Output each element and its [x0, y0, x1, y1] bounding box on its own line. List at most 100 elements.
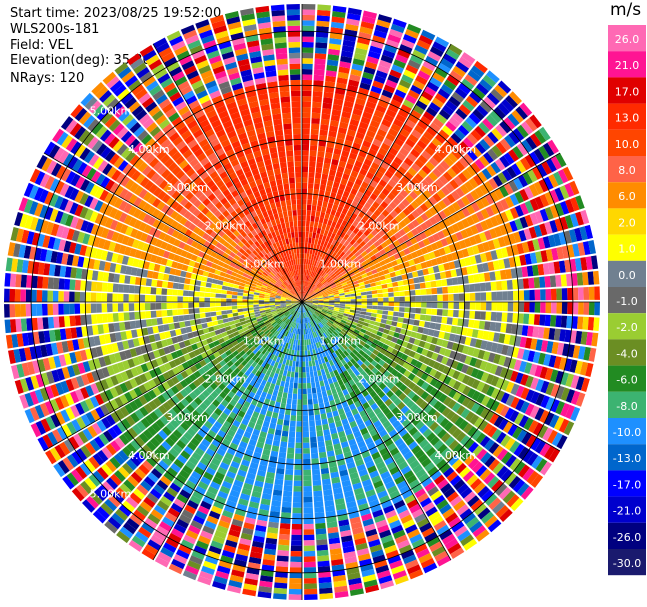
velocity-gate: [355, 272, 362, 278]
velocity-gate: [529, 133, 542, 147]
velocity-gate: [345, 162, 354, 171]
velocity-gate: [350, 274, 357, 280]
velocity-gate: [188, 314, 195, 320]
velocity-gate: [279, 408, 286, 415]
velocity-gate: [414, 283, 421, 290]
velocity-gate: [326, 276, 332, 282]
velocity-gate: [278, 312, 284, 317]
velocity-gate: [329, 399, 336, 407]
velocity-gate: [269, 305, 276, 308]
velocity-gate: [253, 324, 260, 330]
velocity-gate: [223, 544, 237, 554]
velocity-gate: [238, 498, 249, 507]
velocity-gate: [333, 308, 340, 312]
velocity-gate: [56, 341, 64, 354]
velocity-gate: [307, 288, 312, 294]
velocity-gate: [257, 436, 266, 444]
velocity-gate: [16, 363, 25, 378]
velocity-gate: [326, 255, 332, 261]
velocity-gate: [140, 319, 147, 328]
velocity-gate: [560, 274, 568, 287]
velocity-gate: [400, 514, 413, 525]
velocity-gate: [438, 220, 447, 230]
velocity-gate: [294, 453, 302, 460]
velocity-gate: [516, 124, 529, 138]
velocity-gate: [298, 312, 301, 319]
velocity-gate: [582, 316, 589, 330]
velocity-gate: [204, 520, 217, 530]
velocity-gate: [188, 296, 194, 302]
velocity-gate: [539, 442, 551, 457]
velocity-gate: [92, 453, 105, 466]
velocity-gate: [320, 462, 329, 469]
velocity-gate: [483, 151, 494, 164]
velocity-gate: [452, 370, 461, 380]
velocity-gate: [249, 462, 259, 470]
velocity-gate: [438, 383, 448, 393]
velocity-gate: [484, 321, 491, 331]
velocity-gate: [207, 326, 215, 333]
velocity-gate: [329, 300, 335, 302]
velocity-gate: [300, 312, 302, 319]
velocity-gate: [482, 262, 490, 272]
velocity-gate: [303, 453, 311, 460]
velocity-gate: [125, 496, 139, 509]
velocity-gate: [253, 302, 259, 305]
velocity-gate: [21, 362, 30, 377]
velocity-gate: [480, 511, 495, 524]
velocity-gate: [310, 315, 314, 321]
velocity-gate: [344, 381, 351, 389]
velocity-gate: [365, 460, 375, 469]
velocity-gate: [292, 322, 296, 328]
velocity-gate: [315, 336, 320, 343]
velocity-gate: [372, 298, 378, 302]
velocity-gate: [226, 585, 242, 594]
velocity-gate: [304, 588, 318, 595]
velocity-gate: [443, 467, 455, 478]
velocity-gate: [216, 315, 223, 321]
velocity-gate: [481, 395, 491, 407]
velocity-gate: [302, 69, 313, 75]
velocity-gate: [153, 366, 162, 376]
velocity-gate: [35, 374, 45, 388]
velocity-gate: [331, 387, 337, 395]
velocity-gate: [283, 419, 290, 426]
velocity-gate: [147, 389, 157, 400]
velocity-gate: [464, 180, 474, 192]
velocity-gate: [307, 333, 310, 340]
velocity-gate: [353, 234, 360, 242]
velocity-gate: [507, 302, 514, 312]
velocity-gate: [317, 4, 331, 11]
velocity-gate: [529, 289, 535, 301]
velocity-gate: [349, 472, 359, 480]
velocity-gate: [396, 338, 404, 346]
velocity-gate: [356, 463, 367, 472]
velocity-gate: [243, 400, 251, 409]
velocity-gate: [203, 398, 212, 407]
velocity-gate: [580, 377, 590, 393]
velocity-gate: [432, 265, 440, 273]
velocity-gate: [455, 462, 467, 474]
velocity-gate: [509, 370, 519, 382]
velocity-gate: [231, 569, 245, 578]
velocity-gate: [304, 286, 307, 292]
velocity-gate: [183, 314, 190, 321]
velocity-gate: [148, 334, 156, 343]
velocity-gate: [374, 363, 383, 371]
velocity-gate: [292, 304, 298, 309]
velocity-gate: [298, 307, 301, 313]
velocity-gate: [439, 144, 451, 156]
velocity-gate: [311, 382, 316, 389]
velocity-gate: [543, 445, 556, 460]
velocity-gate: [290, 556, 302, 563]
velocity-gate: [302, 280, 305, 286]
velocity-gate: [318, 329, 323, 335]
velocity-gate: [308, 339, 312, 345]
velocity-gate: [302, 247, 305, 254]
velocity-gate: [308, 231, 313, 238]
velocity-gate: [188, 456, 199, 466]
velocity-gate: [392, 286, 399, 292]
velocity-gate: [495, 248, 504, 259]
velocity-gate: [257, 591, 272, 599]
velocity-gate: [312, 303, 319, 305]
